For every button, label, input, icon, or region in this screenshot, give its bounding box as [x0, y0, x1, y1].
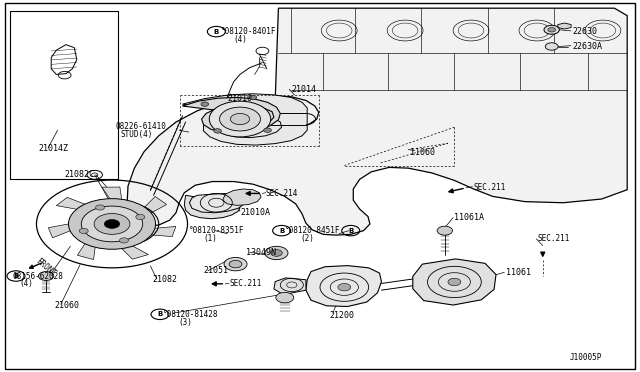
Polygon shape: [223, 189, 261, 205]
Circle shape: [201, 102, 209, 106]
Text: (2): (2): [301, 234, 315, 243]
Text: SEC.211: SEC.211: [229, 279, 262, 288]
Text: B: B: [13, 273, 19, 279]
Bar: [10, 11, 118, 179]
Circle shape: [136, 214, 145, 219]
Polygon shape: [49, 219, 95, 238]
Text: (3): (3): [178, 318, 192, 327]
Text: SEC.214: SEC.214: [266, 189, 298, 198]
Text: 21060: 21060: [54, 301, 79, 310]
Text: 13049N: 13049N: [246, 248, 276, 257]
Polygon shape: [558, 23, 571, 29]
Text: SEC.211: SEC.211: [474, 183, 506, 192]
Polygon shape: [131, 196, 166, 224]
Text: °08120-8451F: °08120-8451F: [285, 226, 340, 235]
Polygon shape: [108, 235, 148, 259]
Circle shape: [249, 95, 257, 100]
Circle shape: [79, 228, 88, 234]
Text: STUD(4): STUD(4): [120, 130, 153, 139]
Circle shape: [437, 226, 452, 235]
Text: °08120-81428: °08120-81428: [163, 310, 219, 319]
Text: B: B: [157, 311, 163, 317]
Circle shape: [448, 278, 461, 286]
Text: °08120-8351F: °08120-8351F: [189, 226, 244, 235]
Text: 11061A: 11061A: [454, 213, 484, 222]
Text: 21200: 21200: [330, 311, 355, 320]
Circle shape: [81, 206, 143, 242]
Text: 21014: 21014: [291, 85, 316, 94]
Text: 08156-62028: 08156-62028: [13, 272, 63, 280]
Text: 11061: 11061: [506, 268, 531, 277]
Circle shape: [94, 214, 130, 234]
Text: 21082C: 21082C: [64, 170, 94, 179]
Circle shape: [68, 199, 156, 249]
Polygon shape: [182, 94, 307, 145]
Text: 22630: 22630: [573, 27, 598, 36]
Circle shape: [548, 28, 556, 32]
Circle shape: [224, 257, 247, 271]
Circle shape: [38, 272, 54, 280]
Text: 22630A: 22630A: [573, 42, 603, 51]
Circle shape: [271, 250, 282, 256]
Circle shape: [95, 205, 104, 210]
Text: FRONT: FRONT: [34, 257, 58, 279]
Circle shape: [264, 128, 271, 132]
Text: 21010: 21010: [227, 94, 252, 103]
Text: 21014Z: 21014Z: [38, 144, 68, 153]
Text: (1): (1): [204, 234, 218, 243]
Text: 21010A: 21010A: [240, 208, 270, 217]
Circle shape: [209, 101, 271, 137]
Polygon shape: [182, 97, 280, 132]
Polygon shape: [56, 198, 108, 214]
Text: 08226-61410: 08226-61410: [115, 122, 166, 131]
Text: °08120-8401F: °08120-8401F: [221, 27, 276, 36]
Circle shape: [229, 260, 242, 268]
Circle shape: [544, 25, 559, 34]
Circle shape: [120, 238, 129, 243]
Text: 21051: 21051: [204, 266, 228, 275]
Text: B: B: [214, 29, 219, 35]
Text: (4): (4): [19, 279, 33, 288]
Circle shape: [276, 292, 294, 303]
Polygon shape: [189, 193, 244, 213]
Circle shape: [265, 246, 288, 260]
Polygon shape: [124, 227, 176, 237]
Polygon shape: [274, 278, 306, 295]
Text: B: B: [279, 228, 284, 234]
Text: (4): (4): [234, 35, 248, 44]
Polygon shape: [102, 187, 124, 215]
Circle shape: [545, 43, 558, 50]
Text: J10005P: J10005P: [570, 353, 602, 362]
Circle shape: [104, 219, 120, 228]
Text: B: B: [348, 228, 353, 234]
Circle shape: [214, 129, 221, 133]
Polygon shape: [413, 259, 496, 305]
Polygon shape: [127, 8, 627, 235]
Circle shape: [220, 107, 260, 131]
Text: 11060: 11060: [410, 148, 435, 157]
Text: SEC.211: SEC.211: [538, 234, 570, 243]
Polygon shape: [306, 266, 381, 307]
Circle shape: [338, 283, 351, 291]
Text: 21082: 21082: [152, 275, 177, 284]
Circle shape: [230, 113, 250, 125]
Polygon shape: [184, 195, 240, 219]
Polygon shape: [77, 229, 97, 260]
